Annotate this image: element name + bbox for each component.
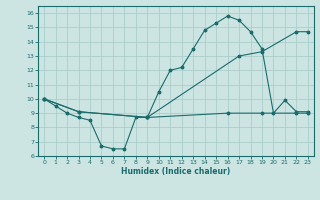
X-axis label: Humidex (Indice chaleur): Humidex (Indice chaleur) [121, 167, 231, 176]
